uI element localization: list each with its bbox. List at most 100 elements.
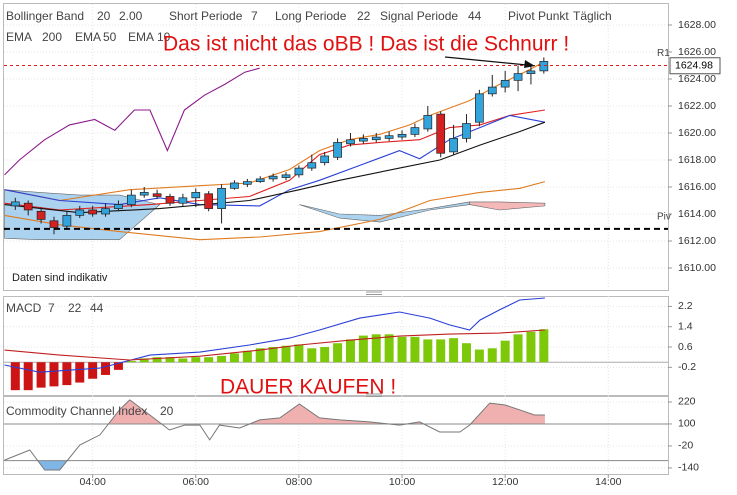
- histogram-bar: [113, 362, 123, 370]
- indicator-line: [4, 121, 546, 214]
- candle-body: [320, 155, 330, 164]
- candle-body: [139, 192, 149, 196]
- candle-body: [268, 175, 278, 180]
- y-tick-label: 1622.00: [678, 100, 716, 112]
- indicator-line: [4, 67, 260, 176]
- candle-body: [152, 193, 162, 197]
- legend-label: Bollinger Band: [6, 9, 84, 23]
- annotation-arrow: [444, 56, 528, 66]
- histogram-bar: [345, 339, 355, 363]
- candle-body: [423, 115, 433, 130]
- histogram-bar: [75, 362, 85, 383]
- macd-param: 7: [48, 301, 55, 315]
- candle-body: [371, 136, 381, 141]
- histogram-bar: [36, 362, 46, 388]
- candle-body: [49, 220, 59, 228]
- histogram-bar: [449, 338, 459, 363]
- candle-body: [114, 204, 123, 209]
- candle-body: [281, 174, 291, 178]
- histogram-bar: [307, 348, 317, 363]
- cci-panel: [3, 396, 669, 475]
- histogram-bar: [255, 348, 265, 363]
- legend-label: Long Periode: [275, 9, 347, 23]
- legend-label: EMA: [6, 30, 32, 44]
- legend-param: 50: [103, 30, 117, 44]
- y-tick-label: 1620.00: [678, 127, 716, 139]
- legend-param: 22: [357, 9, 371, 23]
- macd-param: 22: [68, 301, 82, 315]
- y-tick-label: 1616.00: [678, 181, 716, 193]
- y-tick-label: 2.2: [678, 300, 693, 312]
- x-tick-label: 10:00: [389, 476, 415, 488]
- legend-param: 44: [468, 9, 482, 23]
- candle-body: [513, 73, 523, 81]
- candle-body: [23, 202, 33, 211]
- histogram-bar: [358, 335, 368, 363]
- candle-body: [255, 178, 265, 182]
- cloud: [469, 201, 546, 211]
- histogram-bar: [242, 350, 252, 363]
- indicator-line: [4, 329, 545, 361]
- histogram-bar: [49, 362, 59, 387]
- candle-body: [539, 61, 549, 72]
- histogram-bar: [191, 357, 201, 363]
- y-tick-label: 1628.00: [678, 19, 716, 31]
- reference-label: Piv: [657, 212, 671, 223]
- macd-panel: [3, 296, 669, 396]
- cci-title: Commodity Channel Index: [6, 404, 147, 418]
- candle-body: [36, 210, 46, 220]
- histogram-bar: [294, 344, 304, 363]
- x-tick-label: 14:00: [595, 476, 621, 488]
- histogram-bar: [487, 348, 497, 363]
- histogram-bar: [204, 357, 214, 363]
- histogram-bar: [217, 355, 227, 363]
- candle-body: [346, 139, 355, 145]
- y-tick-label: 100: [678, 418, 696, 430]
- candle-body: [101, 208, 110, 215]
- legend-param: 2.00: [119, 9, 143, 23]
- y-tick-label: -20: [678, 440, 693, 452]
- candle-body: [359, 138, 368, 142]
- histogram-bar: [165, 357, 175, 363]
- legend-param: 10: [157, 30, 171, 44]
- candle-body: [384, 135, 394, 139]
- main-panel: [3, 3, 669, 291]
- histogram-bar: [474, 349, 484, 363]
- x-tick-label: 04:00: [80, 476, 106, 488]
- histogram-bar: [152, 357, 162, 363]
- histogram-bar: [333, 343, 343, 363]
- candle-body: [475, 93, 484, 123]
- cci-param: 20: [160, 404, 174, 418]
- legend-label: EMA: [128, 30, 154, 44]
- y-tick-label: 1624.00: [678, 73, 716, 85]
- candle-body: [294, 167, 304, 176]
- y-tick-label: 220: [678, 396, 696, 408]
- candle-body: [526, 70, 536, 74]
- annotation: DAUER KAUFEN !: [220, 376, 396, 399]
- legend-param: 7: [251, 9, 258, 23]
- histogram-bar: [526, 331, 536, 363]
- histogram-bar: [371, 334, 381, 363]
- y-tick-label: 1610.00: [678, 262, 716, 274]
- panel-grip: [366, 291, 382, 397]
- annotation: Das ist nicht das oBB ! Das ist die Schn…: [163, 33, 569, 56]
- histogram-bar: [101, 362, 111, 375]
- legend-param: Täglich: [573, 9, 612, 23]
- histogram-bar: [139, 358, 149, 363]
- candle-body: [230, 182, 239, 189]
- candle-body: [462, 123, 471, 139]
- note: Daten sind indikativ: [12, 272, 108, 284]
- histogram-bar: [88, 362, 98, 379]
- histogram-bar: [126, 360, 136, 363]
- macd-title: MACD: [6, 301, 42, 315]
- legend-label: Signal Periode: [380, 9, 458, 23]
- candle-body: [397, 133, 407, 138]
- annotation-arrowhead: [524, 60, 535, 68]
- histogram-bar: [410, 336, 420, 363]
- cci-fill-above: [4, 399, 545, 424]
- y-tick-label: 1612.00: [678, 235, 716, 247]
- cci-fill-below: [4, 460, 545, 470]
- histogram-bar: [23, 362, 33, 391]
- candle-body: [75, 209, 85, 216]
